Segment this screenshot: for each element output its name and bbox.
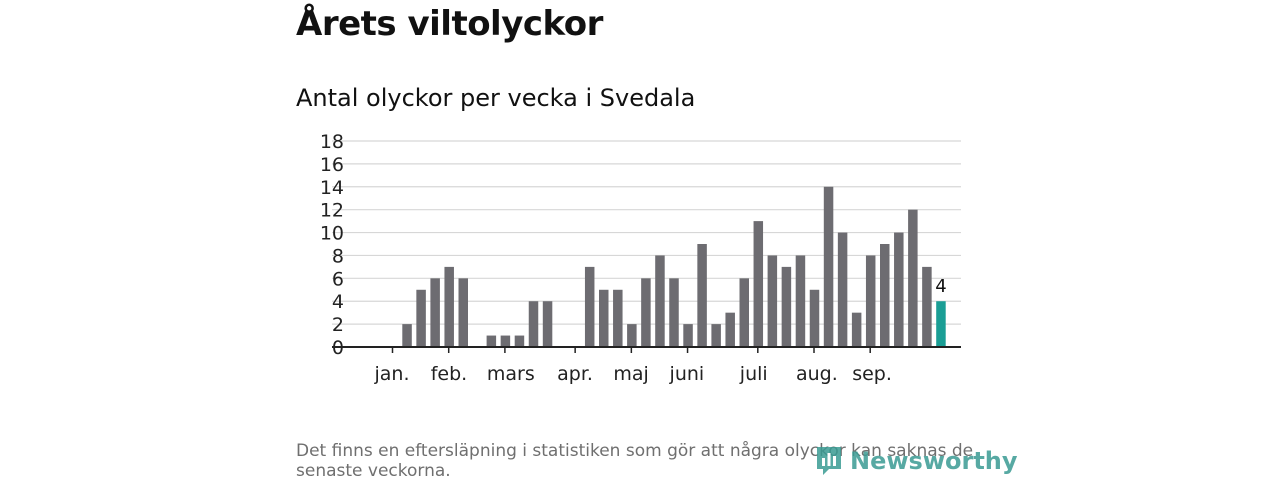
bar [795,255,806,347]
chart-title: Årets viltolyckor [296,4,603,44]
y-axis-ticks: 024681012141618 [320,131,344,359]
data-label: 4 [935,276,946,297]
bar [837,232,848,347]
bar [669,278,679,347]
x-tick-label: feb. [431,363,467,385]
chart-subtitle: Antal olyckor per vecka i Svedala [296,84,696,112]
x-tick-label: maj [613,363,648,385]
bar [908,209,918,347]
bar [851,312,862,347]
bar [641,278,651,347]
bar [655,255,665,347]
brand-logo[interactable]: Newsworthy [814,444,1018,478]
bar [444,266,454,347]
bar [781,266,792,347]
footnote: Det finns en eftersläpning i statistiken… [296,441,974,481]
x-tick-label: apr. [557,363,593,385]
bar [880,244,890,347]
x-tick-label: juli [739,363,768,385]
bar [514,335,525,347]
bar [584,266,595,347]
brand-name: Newsworthy [850,447,1018,475]
bar [486,335,497,347]
bar [725,312,735,347]
bar [528,301,539,347]
x-tick-label: aug. [796,363,838,385]
y-tick-label: 4 [332,291,344,313]
bar [767,255,778,347]
y-tick-label: 16 [320,154,344,176]
bar [753,221,764,347]
y-tick-label: 2 [332,314,344,336]
y-tick-label: 12 [320,200,344,222]
bar [613,289,623,347]
bar [711,324,721,347]
y-tick-label: 14 [320,177,344,199]
y-tick-label: 10 [320,223,344,245]
bar [458,278,468,347]
bar [430,278,440,347]
x-tick-label: mars [487,363,535,385]
bar [809,289,820,347]
bar [627,324,637,347]
bar [865,255,876,347]
bar [416,289,426,347]
bar [500,335,511,347]
bar [542,301,553,347]
bar-chart: 024681012141618 jan.feb.marsapr.majjunij… [320,131,961,385]
bar [894,232,904,347]
newsworthy-logo-icon [817,447,841,475]
y-tick-label: 18 [320,131,344,153]
bar [599,289,609,347]
x-tick-label: juni [669,363,705,385]
bar [402,324,412,347]
bars [332,186,961,348]
bar [823,186,834,347]
x-tick-label: jan. [374,363,410,385]
x-axis-ticks: jan. feb. mars apr. maj juni juli aug. sep. [374,347,892,385]
y-tick-label: 8 [332,245,344,267]
bar [683,324,693,347]
x-tick-label: sep. [852,363,892,385]
bar [697,244,707,347]
y-tick-label: 6 [332,268,344,290]
bar [739,278,749,347]
data-labels: 4 [935,276,946,297]
bar-highlighted [936,301,946,347]
bar [922,266,932,347]
